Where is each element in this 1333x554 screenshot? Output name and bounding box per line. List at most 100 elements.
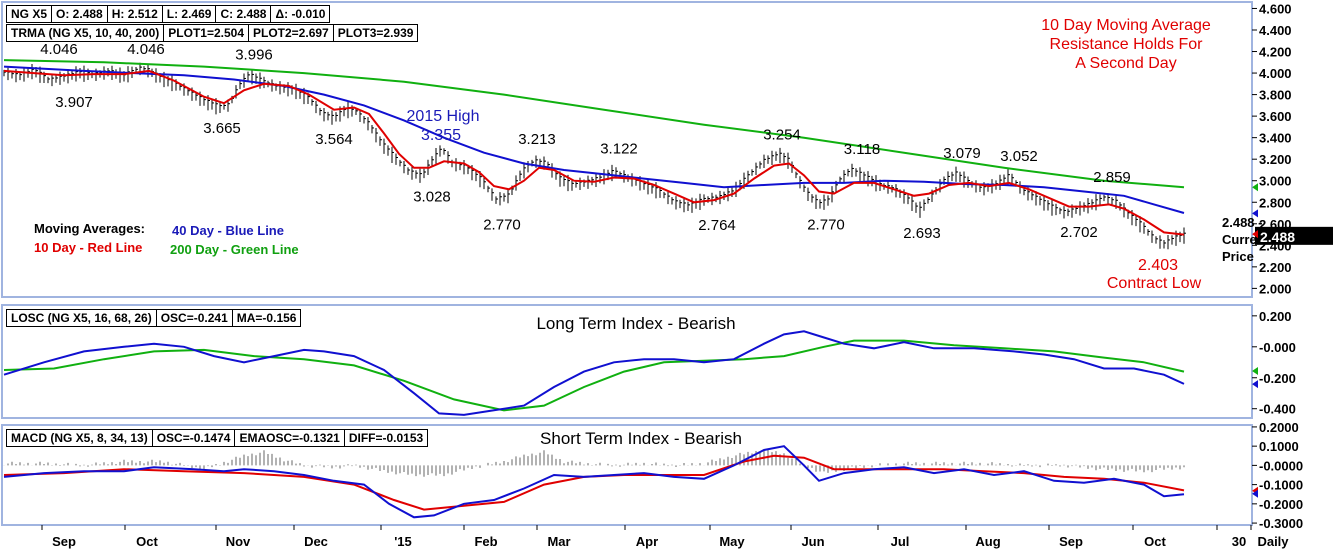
price-label: 2.764 [698,217,736,234]
losc-axis-tick-label: -0.200 [1259,371,1296,386]
price-axis-tick-label: 4.600 [1259,1,1292,16]
x-axis-label: Apr [636,534,658,549]
annotation-2015-high-label: 2015 High [407,108,480,125]
x-axis-label: Daily [1257,534,1289,549]
price-axis-tick-label: 2.200 [1259,260,1292,275]
contract-low-value: 2.403 [1138,257,1178,274]
macd-emaosc-value: EMAOSC=-0.1321 [235,429,345,447]
current-price-value-label: 2.488 - [1222,215,1262,230]
macd-axis-tick-label: 0.1000 [1259,439,1299,454]
macd-axis-tick-label: -0.3000 [1259,516,1303,531]
ma-200-green-line [3,59,1185,189]
price-label: 3.028 [413,189,451,206]
losc-ma-green-line [3,339,1185,412]
x-axis-label: 30 [1232,534,1246,549]
x-axis-label: Jul [891,534,910,549]
price-label: 3.122 [600,141,638,158]
x-axis-label: Aug [975,534,1000,549]
macd-axis-tick-label: 0.2000 [1259,420,1299,435]
losc-osc-blue-line [3,330,1185,416]
losc-axis-tick-label: -0.000 [1259,340,1296,355]
x-axis-label: Jun [801,534,824,549]
price-label: 3.079 [943,145,981,162]
headline-text: 10 Day Moving Average [1041,17,1211,34]
macd-info-bar: MACD (NG X5, 8, 34, 13) OSC=-0.1474 EMAO… [6,429,429,447]
losc-title: Long Term Index - Bearish [536,314,735,333]
price-label: 3.907 [55,94,93,111]
change-value: Δ: -0.010 [271,5,331,23]
losc-ma-value: MA=-0.156 [232,309,302,327]
price-axis-tick-label: 4.200 [1259,45,1292,60]
x-axis-label: Sep [1059,534,1083,549]
price-label: 2.702 [1060,224,1098,241]
macd-osc-value: OSC=-0.1474 [152,429,236,447]
macd-axis-tick-label: -0.1000 [1259,478,1303,493]
x-axis-label: Dec [304,534,328,549]
price-label: 3.052 [1000,148,1038,165]
axis-marker [1252,183,1258,192]
price-label: 3.665 [203,120,241,137]
price-axis-tick-label: 2.800 [1259,195,1292,210]
losc-info-bar: LOSC (NG X5, 16, 68, 26) OSC=-0.241 MA=-… [6,309,302,327]
macd-params: MACD (NG X5, 8, 34, 13) [6,429,153,447]
current-price-tag [1255,226,1333,245]
price-axis-tick-label: 3.600 [1259,109,1292,124]
current-price-tag-text: 2.488 [1260,229,1295,245]
price-axis-tick-label: 4.000 [1259,66,1292,81]
price-label: 3.254 [763,126,801,143]
contract-low-label: Contract Low [1107,275,1202,292]
macd-histogram [3,449,1185,477]
macd-title: Short Term Index - Bearish [540,429,742,448]
macd-diff-value: DIFF=-0.0153 [344,429,429,447]
ma-10-red-line [3,69,1185,236]
losc-marker-ma [1252,366,1258,375]
price-label: 3.996 [235,46,273,63]
macd-signal-red-line [3,454,1185,511]
losc-axis-tick-label: -0.400 [1259,402,1296,417]
legend-200-day: 200 Day - Green Line [170,242,299,257]
price-label: 2.770 [807,216,845,233]
legend-40-day: 40 Day - Blue Line [172,223,284,238]
x-axis-label: May [719,534,745,549]
plot2-value: PLOT2=2.697 [249,24,334,42]
macd-marker-osc [1252,489,1258,498]
price-label: 3.213 [518,131,556,148]
x-axis-label: Mar [547,534,570,549]
price-axis-tick-label: 3.800 [1259,88,1292,103]
price-axis-tick-label: 3.000 [1259,174,1292,189]
axis-marker [1252,209,1258,218]
losc-params: LOSC (NG X5, 16, 68, 26) [6,309,157,327]
price-label: 4.046 [127,41,165,58]
losc-marker-osc [1252,380,1258,389]
x-axis-label: Oct [1144,534,1166,549]
ma-40-blue-line [3,65,1185,214]
price-panel-frame [1,1,1253,298]
losc-osc-value: OSC=-0.241 [156,309,233,327]
price-axis-tick-label: 2.000 [1259,281,1292,296]
open-value: O: 2.488 [52,5,108,23]
x-axis-label: Feb [474,534,497,549]
close-value: C: 2.488 [216,5,272,23]
price-axis-tick-label: 4.400 [1259,23,1292,38]
low-value: L: 2.469 [162,5,217,23]
main-info-bar: NG X5 O: 2.488 H: 2.512 L: 2.469 C: 2.48… [6,5,331,23]
symbol-label: NG X5 [6,5,53,23]
price-label: 2.859 [1093,169,1131,186]
macd-axis-tick-label: -0.0000 [1259,458,1303,473]
annotation-2015-high-value: 3.355 [421,127,461,144]
price-axis-tick-label: 3.200 [1259,152,1292,167]
x-axis-label: Nov [226,534,251,549]
price-label: 2.770 [483,216,521,233]
x-axis-label: Oct [136,534,158,549]
macd-line-blue [3,445,1185,519]
legend-10-day: 10 Day - Red Line [34,240,142,255]
high-value: H: 2.512 [107,5,163,23]
x-axis-label: '15 [394,534,412,549]
headline-text: A Second Day [1075,55,1176,72]
trma-params: TRMA (NG X5, 10, 40, 200) [6,24,165,42]
x-axis-label: Sep [52,534,76,549]
price-label: 4.046 [40,41,78,58]
macd-axis-tick-label: -0.2000 [1259,497,1303,512]
price-axis-tick-label: 3.400 [1259,131,1292,146]
plot3-value: PLOT3=2.939 [333,24,419,42]
